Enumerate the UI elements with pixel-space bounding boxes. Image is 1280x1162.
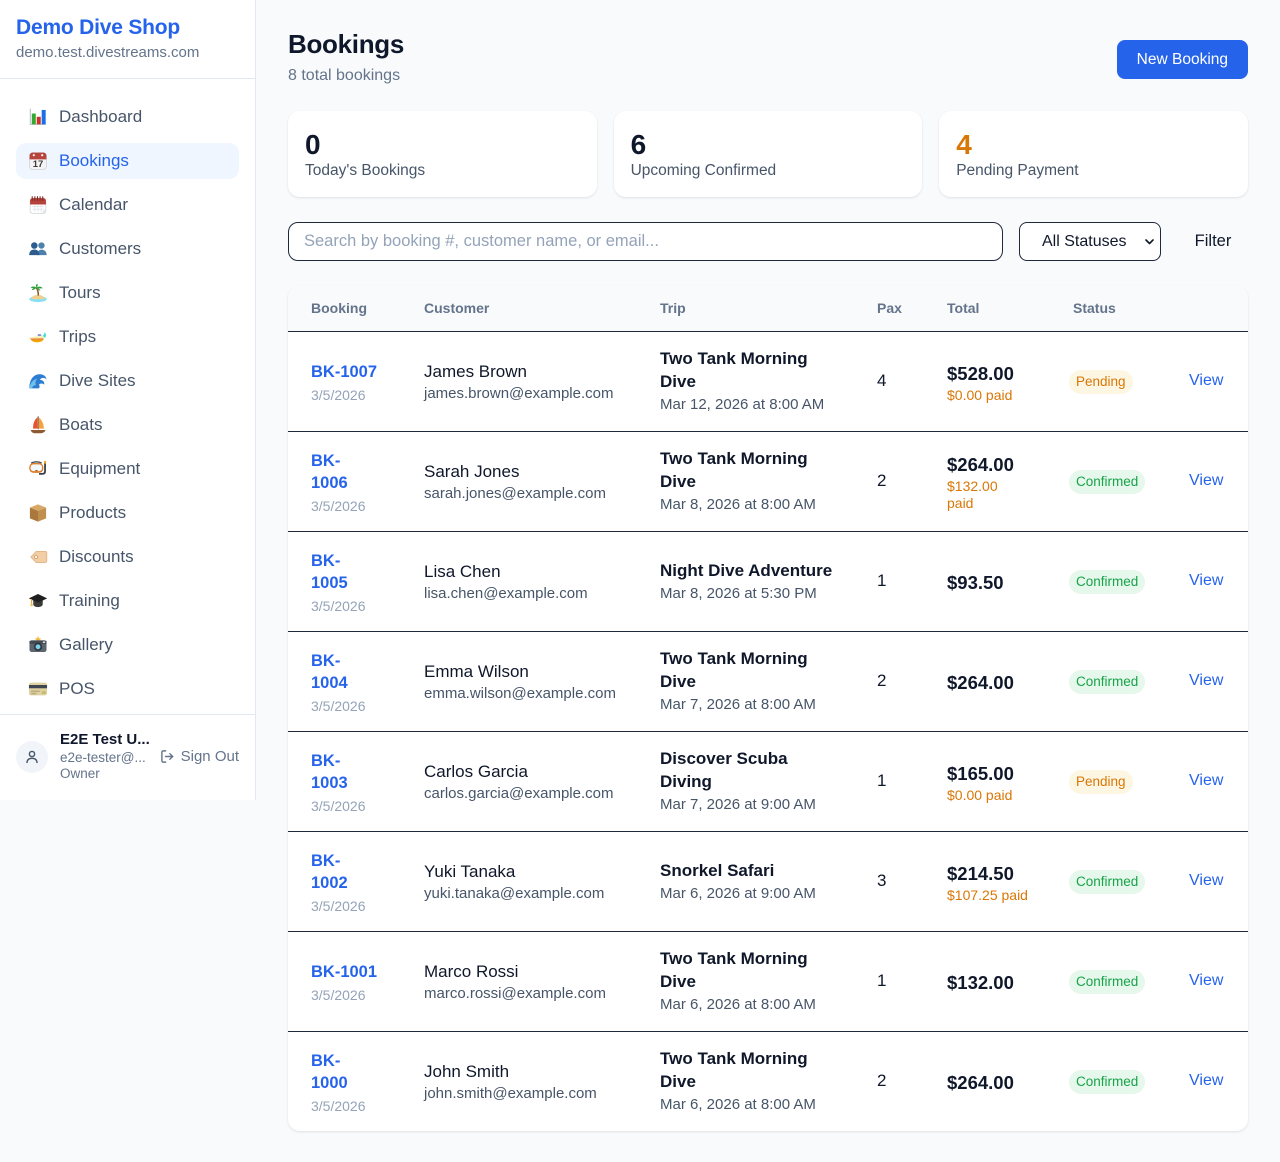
svg-text:17: 17 [33, 159, 44, 170]
